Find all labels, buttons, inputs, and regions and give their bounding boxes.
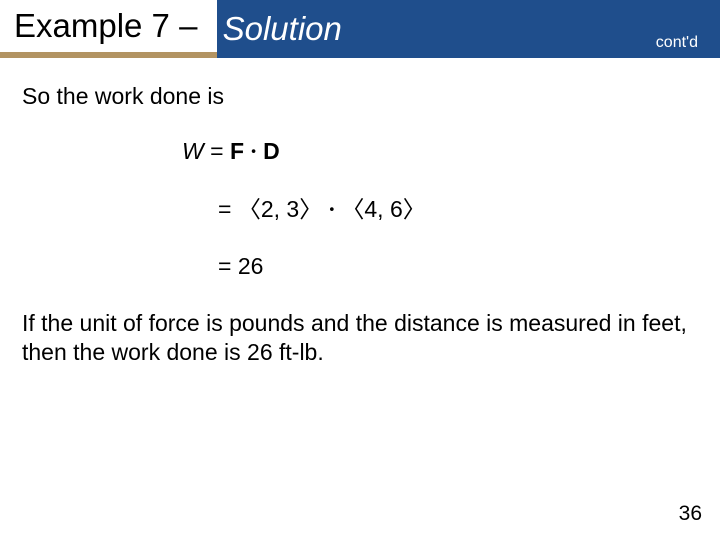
eq1-dot: ·: [244, 139, 263, 164]
contd-label: cont'd: [656, 34, 698, 52]
title-right-text: Solution: [223, 10, 342, 48]
eq2-prefix: =: [218, 196, 238, 222]
equation-line-1: W = F · D: [182, 137, 698, 167]
equation-line-3: = 26: [218, 252, 698, 281]
closing-text: If the unit of force is pounds and the d…: [22, 309, 698, 367]
title-left: Example 7 –: [0, 0, 217, 58]
slide-body: So the work done is W = F · D = 〈2, 3〉 ·…: [0, 58, 720, 367]
eq2-langle2: 〈: [341, 197, 364, 222]
equation-line-2: = 〈2, 3〉 · 〈4, 6〉: [218, 195, 698, 225]
eq1-D: D: [263, 138, 280, 164]
eq2-rangle2: 〉: [403, 197, 426, 222]
eq2-langle1: 〈: [238, 197, 261, 222]
eq1-eq: =: [204, 138, 230, 164]
eq2-dot: ·: [322, 197, 341, 222]
eq1-F: F: [230, 138, 244, 164]
page-number: 36: [679, 502, 702, 526]
eq1-W: W: [182, 138, 204, 164]
title-bar: Example 7 – Solution cont'd: [0, 0, 720, 58]
eq2-rangle1: 〉: [299, 197, 322, 222]
eq2-v2: 4, 6: [364, 196, 402, 222]
eq2-v1: 2, 3: [261, 196, 299, 222]
title-right: Solution cont'd: [217, 0, 720, 58]
intro-text: So the work done is: [22, 82, 698, 111]
